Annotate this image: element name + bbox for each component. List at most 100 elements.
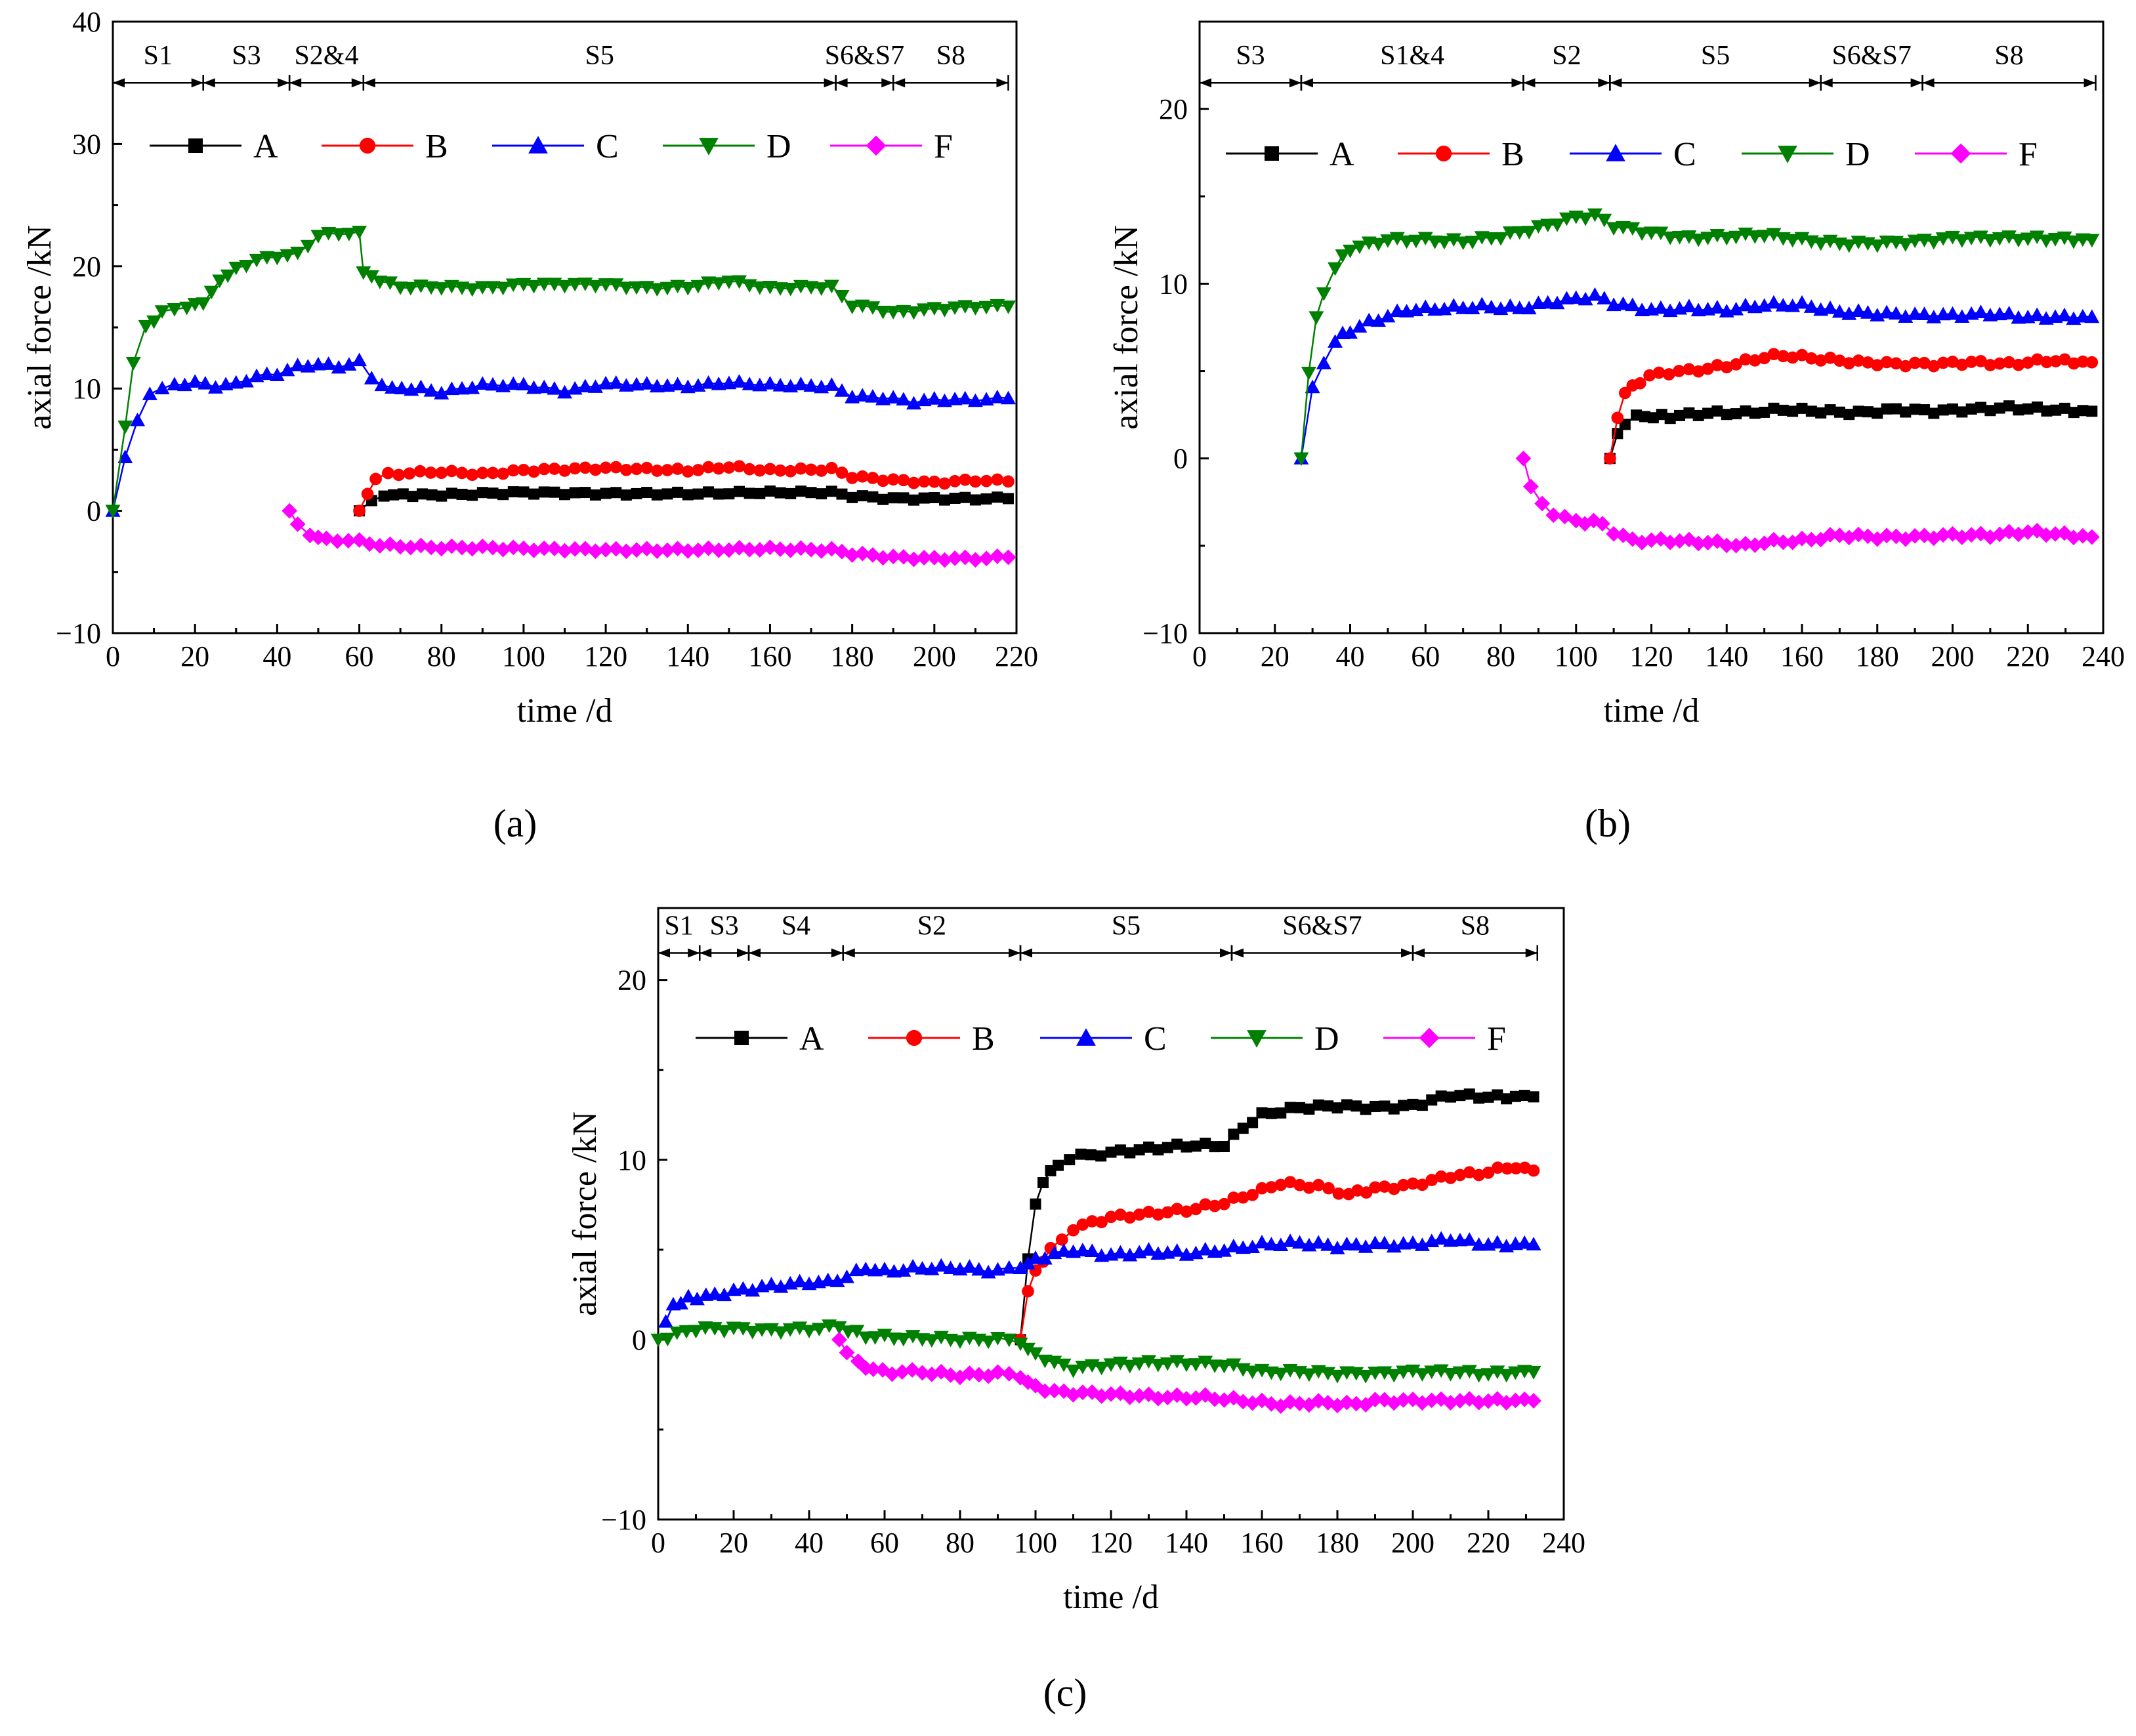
- data-point-D: [1301, 1368, 1317, 1382]
- data-point-B: [620, 463, 633, 476]
- data-point-B: [2021, 356, 2034, 369]
- data-point-D: [924, 1334, 940, 1348]
- data-point-B: [2076, 355, 2089, 368]
- data-point-D: [1226, 1358, 1242, 1373]
- data-point-D: [849, 1325, 865, 1339]
- stage-arrowhead: [737, 948, 749, 958]
- data-point-C: [1738, 297, 1753, 312]
- data-point-F: [413, 537, 429, 554]
- data-point-B: [353, 505, 366, 517]
- data-point-F: [1534, 495, 1551, 512]
- series-A: [354, 485, 1014, 517]
- legend-label: C: [1673, 136, 1696, 173]
- data-point-F: [1131, 1388, 1148, 1404]
- data-point-B: [1880, 356, 1893, 369]
- data-point-C: [1349, 1237, 1364, 1251]
- data-point-A: [805, 487, 817, 499]
- data-point-D: [1094, 1361, 1110, 1376]
- data-point-A: [487, 487, 499, 499]
- data-point-F: [2038, 527, 2055, 543]
- data-point-A: [1181, 1141, 1192, 1153]
- data-point-F: [1282, 1394, 1299, 1410]
- data-point-C: [1916, 306, 1932, 320]
- data-point-F: [1489, 1391, 1505, 1407]
- data-point-A: [1075, 1148, 1087, 1160]
- data-point-C: [547, 381, 562, 395]
- data-point-B: [681, 465, 694, 478]
- data-point-B: [1218, 1197, 1230, 1210]
- data-point-D: [474, 281, 490, 295]
- y-tick-label: −10: [601, 1504, 646, 1536]
- data-point-C: [187, 374, 203, 388]
- data-point-D: [1330, 1369, 1345, 1384]
- data-point-A: [1740, 405, 1751, 417]
- data-point-B: [928, 475, 941, 488]
- data-point-A: [651, 489, 663, 501]
- data-point-C: [1681, 299, 1697, 313]
- x-axis-label: time /d: [1604, 692, 1700, 730]
- data-point-C: [2001, 306, 2017, 320]
- stage-arrowhead: [688, 948, 700, 958]
- data-point-D: [1461, 1365, 1477, 1379]
- panel-a: 0 20 40 60 80 100 120 140 160 180 200 220−100102030…: [21, 6, 1038, 845]
- data-point-C: [933, 1258, 949, 1272]
- data-point-C: [142, 386, 157, 400]
- data-point-B: [1795, 348, 1809, 362]
- data-point-A: [1702, 407, 1714, 419]
- data-point-A: [1200, 1138, 1211, 1149]
- data-point-D: [1122, 1359, 1138, 1374]
- x-tick-label: 40: [262, 640, 291, 672]
- data-point-D: [1443, 1368, 1458, 1382]
- series-D: [105, 226, 1016, 519]
- data-point-F: [1963, 527, 1980, 543]
- data-point-C: [444, 381, 459, 396]
- stage-arrowhead: [996, 78, 1009, 88]
- x-tick-label: 80: [946, 1527, 974, 1559]
- data-point-F: [1606, 526, 1622, 542]
- stage-arrowhead: [1910, 78, 1923, 88]
- series-C: [105, 352, 1016, 517]
- data-point-A: [1664, 413, 1676, 424]
- data-point-B: [1444, 1172, 1457, 1184]
- legend-marker-C: [528, 136, 548, 154]
- data-point-A: [692, 488, 704, 500]
- data-point-D: [228, 261, 244, 276]
- data-point-A: [1937, 404, 1949, 416]
- legend-marker-C: [1606, 144, 1625, 161]
- y-tick-label: 20: [72, 251, 101, 283]
- data-point-A: [1777, 404, 1789, 416]
- data-point-D: [690, 279, 706, 294]
- data-point-C: [924, 1261, 940, 1275]
- data-point-B: [1123, 1211, 1137, 1224]
- data-point-C: [423, 382, 439, 397]
- legend-marker-A: [1265, 146, 1279, 161]
- data-point-D: [1540, 218, 1556, 233]
- data-point-A: [1284, 1102, 1296, 1113]
- x-tick-label: 60: [345, 640, 374, 672]
- data-point-F: [1423, 1392, 1440, 1409]
- plot-frame: [112, 20, 1018, 634]
- data-point-C: [1380, 308, 1396, 323]
- data-point-A: [1053, 1159, 1064, 1171]
- data-point-D: [434, 282, 450, 296]
- data-point-D: [485, 281, 501, 295]
- data-point-F: [865, 547, 881, 563]
- data-point-B: [969, 475, 982, 488]
- data-point-D: [754, 1323, 770, 1337]
- data-point-F: [536, 540, 553, 556]
- data-point-A: [1351, 1100, 1362, 1112]
- data-point-D: [1452, 1366, 1468, 1380]
- data-point-B: [466, 468, 479, 482]
- data-point-D: [1371, 238, 1387, 252]
- data-point-D: [1512, 226, 1528, 240]
- data-point-A: [1862, 406, 1874, 418]
- data-point-D: [196, 297, 211, 311]
- data-point-A: [1247, 1117, 1259, 1128]
- data-point-D: [1343, 244, 1358, 258]
- data-point-D: [735, 1322, 751, 1336]
- data-point-D: [1141, 1355, 1156, 1369]
- data-point-B: [1180, 1205, 1193, 1218]
- panel-c: 0 20 40 60 80 100 120 140 160 180 200 220 240−100102…: [566, 907, 1585, 1714]
- data-point-B: [1862, 356, 1874, 369]
- series-line-D: [1300, 213, 2092, 459]
